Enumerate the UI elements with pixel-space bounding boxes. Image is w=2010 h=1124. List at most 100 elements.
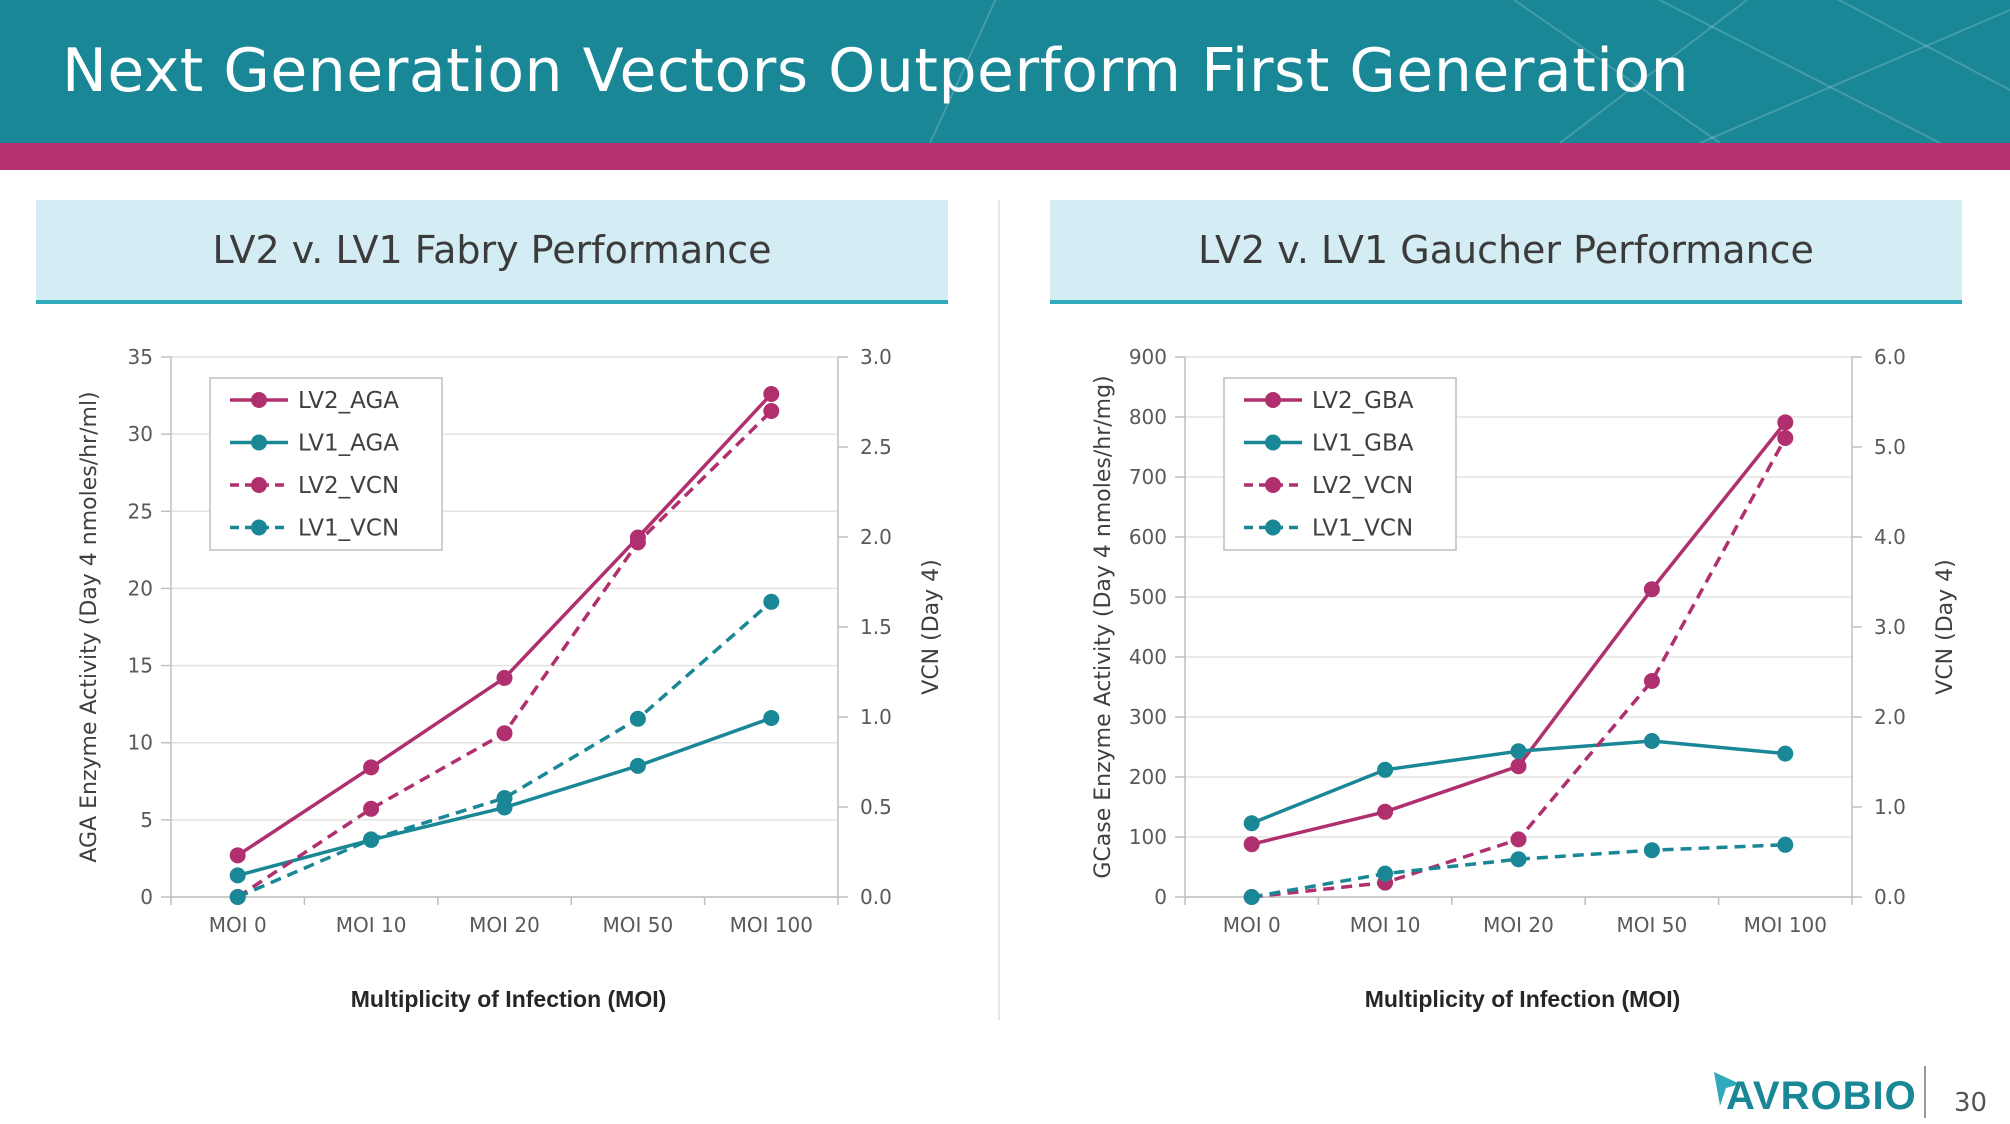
legend-label: LV2_GBA [1312, 388, 1414, 414]
data-point [1777, 836, 1794, 853]
data-point [363, 831, 380, 848]
header-decoration [929, 0, 2010, 143]
y-right-tick-label: 0.5 [860, 795, 892, 819]
data-point [1643, 842, 1660, 859]
y-right-tick-label: 2.0 [860, 525, 892, 549]
data-point [1777, 430, 1794, 446]
y-right-axis-title: VCN (Day 4) [1933, 559, 1958, 694]
data-point [1243, 836, 1260, 853]
y-right-tick-label: 1.0 [860, 705, 892, 729]
fabry-panel-header: LV2 v. LV1 Fabry Performance [36, 200, 948, 304]
y-tick-label: 800 [1129, 405, 1167, 429]
legend-swatch-marker [251, 434, 267, 451]
data-point [763, 593, 780, 610]
y-axis-title: AGA Enzyme Activity (Day 4 nmoles/hr/ml) [77, 391, 102, 862]
y-tick-label: 15 [128, 654, 153, 678]
data-point [229, 889, 246, 905]
data-point [629, 710, 646, 727]
x-tick-label: MOI 100 [1744, 913, 1827, 937]
legend-swatch-marker [1265, 519, 1281, 536]
data-point [363, 759, 380, 776]
data-point [1510, 743, 1527, 760]
legend-label: LV1_AGA [298, 431, 399, 457]
data-point [496, 669, 513, 686]
x-tick-label: MOI 20 [469, 913, 540, 937]
y-right-tick-label: 4.0 [1874, 525, 1906, 549]
data-point [1377, 803, 1394, 820]
y-right-tick-label: 1.5 [860, 615, 892, 639]
gaucher-panel-header: LV2 v. LV1 Gaucher Performance [1050, 200, 1962, 304]
legend: LV2_GBA LV1_GBA LV2_VCN LV1_VCN [1223, 377, 1457, 551]
x-axis-title: Multiplicity of Infection (MOI) [351, 986, 667, 1012]
legend-label: LV2_VCN [1312, 473, 1413, 499]
x-tick-label: MOI 10 [336, 913, 407, 937]
y-tick-label: 700 [1129, 465, 1167, 489]
y-tick-label: 0 [1154, 885, 1167, 909]
y-right-tick-label: 5.0 [1874, 435, 1906, 459]
data-point [1643, 733, 1660, 749]
series-lv1-vcn [229, 593, 780, 905]
data-point [1777, 414, 1794, 431]
logo-arrow-icon [1714, 1072, 1740, 1106]
x-axis-title: Multiplicity of Infection (MOI) [1365, 986, 1681, 1012]
data-point [229, 847, 246, 864]
y-tick-label: 600 [1129, 525, 1167, 549]
series-line [1251, 843, 1786, 899]
logo-text: AVROBIO [1726, 1074, 1917, 1118]
y-tick-label: 400 [1129, 645, 1167, 669]
legend-label: LV1_VCN [1312, 516, 1413, 542]
page-number: 30 [1954, 1088, 1988, 1118]
panel-divider [998, 200, 1000, 1020]
y-right-tick-label: 0.0 [1874, 885, 1906, 909]
y-right-tick-label: 0.0 [860, 885, 892, 909]
x-tick-label: MOI 50 [1617, 913, 1688, 937]
data-point [1377, 865, 1394, 882]
data-point [1643, 581, 1660, 598]
data-point [629, 534, 646, 551]
data-point [1377, 761, 1394, 778]
y-right-tick-label: 1.0 [1874, 795, 1906, 819]
series-lv2-vcn [229, 403, 780, 905]
y-right-axis-title: VCN (Day 4) [919, 559, 944, 694]
y-right-tick-label: 3.0 [1874, 615, 1906, 639]
y-tick-label: 300 [1129, 705, 1167, 729]
series-lv1-vcn [1243, 836, 1794, 905]
fabry-panel-title: LV2 v. LV1 Fabry Performance [212, 228, 772, 272]
data-point [763, 403, 780, 419]
y-tick-label: 25 [128, 499, 153, 523]
x-tick-label: MOI 50 [603, 913, 674, 937]
slide-title: Next Generation Vectors Outperform First… [62, 36, 1690, 106]
data-point [1243, 889, 1260, 905]
legend-box [209, 377, 443, 551]
data-point [229, 867, 246, 884]
y-tick-label: 0 [140, 885, 153, 909]
y-tick-label: 200 [1129, 765, 1167, 789]
data-point [1777, 745, 1794, 762]
y-tick-label: 30 [128, 422, 153, 446]
data-point [1510, 758, 1527, 775]
data-point [1643, 673, 1660, 689]
y-right-tick-label: 2.0 [1874, 705, 1906, 729]
legend-swatch-marker [1265, 477, 1281, 493]
x-tick-label: MOI 20 [1483, 913, 1554, 937]
series-lv1-gba [1243, 733, 1794, 832]
legend-label: LV2_AGA [298, 388, 399, 414]
y-tick-label: 20 [128, 576, 153, 600]
y-axis-title: GCase Enzyme Activity (Day 4 nmoles/hr/m… [1091, 375, 1116, 878]
x-tick-label: MOI 10 [1350, 913, 1421, 937]
y-right-tick-label: 3.0 [860, 345, 892, 369]
x-tick-label: MOI 0 [209, 913, 267, 937]
data-point [629, 757, 646, 774]
series-line [237, 600, 773, 899]
data-point [1510, 851, 1527, 868]
data-point [363, 800, 380, 817]
y-tick-label: 5 [140, 808, 153, 832]
y-tick-label: 100 [1129, 825, 1167, 849]
data-point [1243, 815, 1260, 832]
y-tick-label: 500 [1129, 585, 1167, 609]
data-point [763, 386, 780, 403]
legend-label: LV2_VCN [298, 473, 399, 499]
fabry-chart: 0 5 10 15 20 25 30 35 0.0 0.5 1.0 1.5 2.0 2.5 3.0 MOI 0… [77, 345, 944, 1012]
legend-swatch-marker [1265, 392, 1281, 408]
gaucher-panel-title: LV2 v. LV1 Gaucher Performance [1198, 228, 1814, 272]
